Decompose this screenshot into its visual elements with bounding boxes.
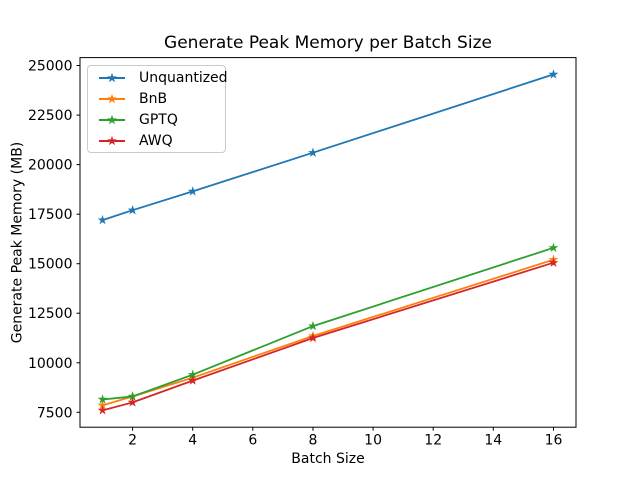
y-tick-label: 25000 xyxy=(28,59,73,75)
marker-unquantized xyxy=(97,214,108,225)
legend-label: BnB xyxy=(139,90,168,107)
x-tick-label: 16 xyxy=(545,433,563,449)
marker-gptq xyxy=(127,391,138,401)
y-tick-label: 20000 xyxy=(28,158,73,174)
legend-item-unquantized: Unquantized xyxy=(93,67,228,88)
series-bnb xyxy=(97,254,559,410)
legend-label: GPTQ xyxy=(139,111,178,128)
marker-gptq xyxy=(308,320,318,331)
legend: Unquantized BnB GPTQ AWQ xyxy=(87,65,228,153)
legend-line-sample-icon xyxy=(99,93,125,103)
chart-title: Generate Peak Memory per Batch Size xyxy=(164,33,492,53)
legend-line-sample-icon xyxy=(99,72,125,82)
series-awq xyxy=(97,257,559,415)
y-tick-label: 15000 xyxy=(28,257,73,273)
marker-gptq xyxy=(97,394,108,404)
legend-sample-star-icon xyxy=(107,93,117,103)
marker-unquantized xyxy=(308,147,318,157)
legend-line-sample-icon xyxy=(99,114,125,124)
marker-unquantized xyxy=(548,69,559,79)
line-gptq xyxy=(101,246,555,401)
legend-item-gptq: GPTQ xyxy=(93,109,225,130)
y-tick-label: 22500 xyxy=(28,108,73,124)
x-tick-label: 6 xyxy=(248,433,257,449)
x-tick-label: 14 xyxy=(484,433,502,449)
y-tick-label: 10000 xyxy=(28,356,73,372)
legend-sample-star-icon xyxy=(107,135,117,145)
x-tick-label: 10 xyxy=(364,433,382,449)
legend-item-awq: AWQ xyxy=(93,130,225,151)
legend-sample-star-icon xyxy=(107,72,117,82)
legend-label: Unquantized xyxy=(139,69,228,86)
x-tick-label: 4 xyxy=(188,433,197,449)
line-awq xyxy=(101,261,555,412)
series-gptq xyxy=(97,242,559,404)
y-tick-label: 17500 xyxy=(28,207,73,223)
legend-sample-star-icon xyxy=(107,114,117,124)
axes-box xyxy=(79,57,577,428)
legend-label: AWQ xyxy=(139,132,173,149)
marker-unquantized xyxy=(127,205,138,215)
marker-awq xyxy=(187,375,198,385)
marker-awq xyxy=(308,332,318,343)
marker-bnb xyxy=(97,400,108,410)
y-tick-label: 7500 xyxy=(37,405,73,421)
marker-awq xyxy=(97,405,108,415)
marker-awq xyxy=(127,397,138,407)
marker-unquantized xyxy=(187,186,198,196)
y-axis-label: Generate Peak Memory (MB) xyxy=(9,141,26,344)
legend-item-bnb: BnB xyxy=(93,88,225,109)
marker-awq xyxy=(548,257,559,267)
x-axis-label: Batch Size xyxy=(291,451,365,467)
y-tick-label: 12500 xyxy=(28,306,73,322)
marker-gptq xyxy=(548,242,559,253)
x-tick-label: 2 xyxy=(128,433,137,449)
x-tick-label: 8 xyxy=(309,433,318,449)
x-tick-label: 12 xyxy=(424,433,442,449)
legend-line-sample-icon xyxy=(99,135,125,145)
marker-gptq xyxy=(187,369,198,379)
series-unquantized xyxy=(97,69,559,225)
